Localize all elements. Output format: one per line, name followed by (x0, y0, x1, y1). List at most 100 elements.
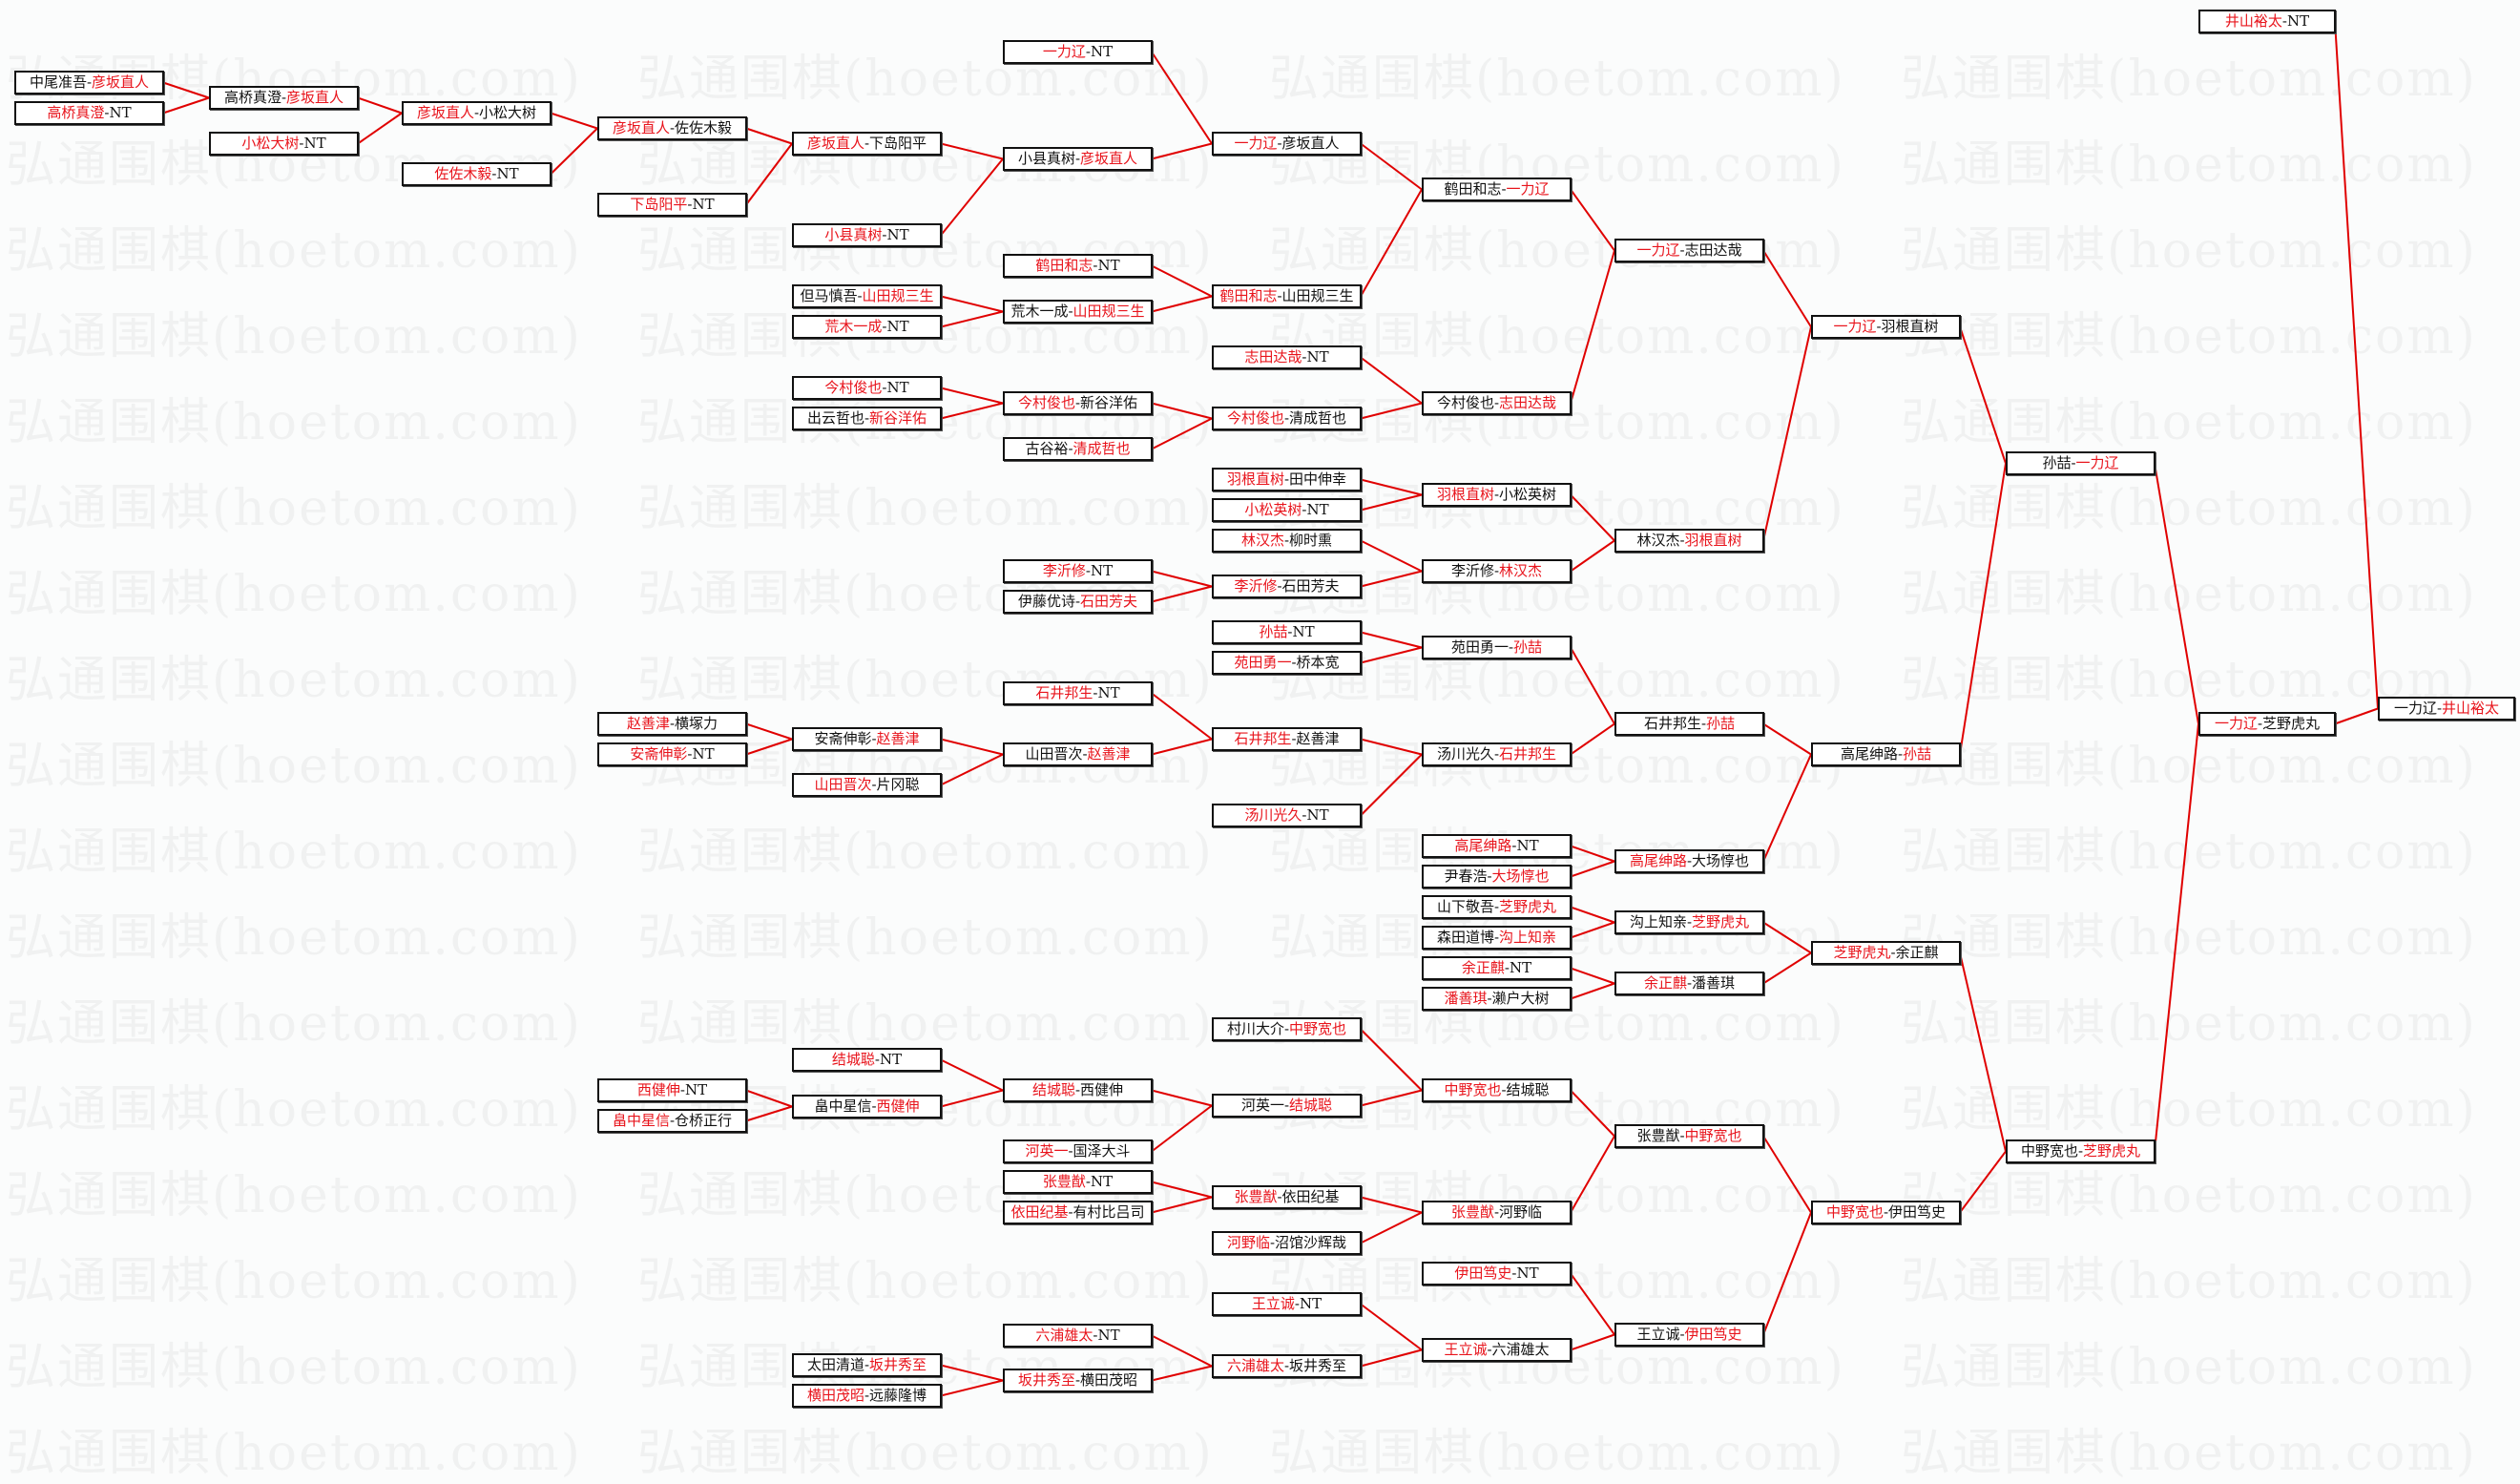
bracket-connector (1151, 142, 1213, 160)
player-b: 西健伸 (1080, 1081, 1124, 1098)
match-box: 佐佐木毅-NT (402, 162, 552, 186)
player-a: 伊藤优诗 (1017, 593, 1075, 610)
bracket-connector (1762, 722, 1812, 756)
match-box: 森田道博-沟上知亲 (1422, 926, 1572, 950)
match-box: 王立诚-六浦雄太 (1422, 1338, 1572, 1362)
bracket-connector (1360, 478, 1423, 496)
separator: - (1493, 898, 1500, 915)
separator: - (2257, 715, 2263, 732)
player-a-winner: 高桥真澄 (47, 104, 105, 121)
match-box: 畠中星信-西健伸 (792, 1095, 942, 1118)
player-b: 坂井秀至 (1289, 1357, 1347, 1374)
bracket-connector (745, 142, 793, 206)
player-a-winner: 李沂修 (1042, 562, 1086, 579)
separator: - (871, 1097, 877, 1115)
match-box: 中野宽也-结城聪 (1422, 1078, 1572, 1102)
player-a-winner: 今村俊也 (824, 379, 883, 396)
bracket-connector (940, 310, 1004, 328)
separator: - (1287, 623, 1293, 640)
bracket-connector (940, 738, 1004, 756)
separator: - (1085, 43, 1091, 60)
separator: - (1504, 959, 1510, 976)
player-b: NT (886, 226, 909, 243)
match-box: 羽根直树-小松英树 (1422, 483, 1572, 507)
player-b: NT (886, 379, 909, 396)
player-b-winner: 林汉杰 (1499, 562, 1543, 579)
player-a: 张豊猷 (1636, 1127, 1680, 1144)
separator: - (299, 135, 304, 152)
player-b: 清成哲也 (1289, 409, 1347, 427)
match-box: 一力辽-羽根直树 (1811, 315, 1961, 339)
separator: - (1283, 1357, 1290, 1374)
match-box: 村川大介-中野宽也 (1212, 1017, 1362, 1041)
player-a-winner: 结城聪 (1031, 1081, 1075, 1098)
player-b: 羽根直树 (1881, 318, 1939, 335)
player-b: NT (684, 1081, 708, 1098)
separator: - (1074, 1371, 1081, 1389)
player-a-winner: 林汉杰 (1240, 532, 1284, 549)
player-a-winner: 芝野虎丸 (1833, 944, 1891, 961)
separator: - (2436, 700, 2443, 717)
separator: - (1686, 852, 1693, 869)
player-a-winner: 高尾绅路 (1454, 837, 1512, 854)
separator: - (1493, 745, 1500, 763)
separator: - (1283, 1097, 1290, 1114)
player-a-winner: 安斋伸彰 (630, 745, 688, 763)
bracket-connector (1570, 921, 1615, 939)
player-b: 彦坂直人 (1281, 135, 1340, 152)
separator: - (1501, 1081, 1507, 1098)
match-box: 依田纪基-有村比吕司 (1003, 1201, 1153, 1224)
separator: - (1283, 409, 1290, 427)
player-b: 依田纪基 (1281, 1188, 1340, 1205)
separator: - (669, 715, 676, 732)
player-b: NT (1516, 837, 1539, 854)
match-box: 高尾绅路-大场惇也 (1614, 849, 1764, 873)
bracket-connector (1151, 692, 1213, 741)
match-box: 荒木一成-NT (792, 315, 942, 339)
player-b: 下岛阳平 (869, 135, 927, 152)
match-box: 畠中星信-仓桥正行 (597, 1109, 747, 1133)
player-a-winner: 小县真树 (824, 226, 883, 243)
bracket-connector (1570, 1136, 1615, 1213)
player-b-winner: 芝野虎丸 (1692, 913, 1750, 930)
player-b: 大场惇也 (1692, 852, 1750, 869)
bracket-connector (1151, 1089, 1213, 1107)
player-b: NT (109, 104, 132, 121)
match-box: 一力辽-芝野虎丸 (2198, 712, 2336, 736)
bracket-connector (1151, 402, 1213, 420)
match-box: 孙喆-NT (1212, 620, 1362, 644)
separator: - (1493, 1203, 1500, 1221)
bracket-connector (550, 112, 598, 130)
player-b-winner: 坂井秀至 (869, 1356, 927, 1373)
separator: - (669, 119, 676, 136)
player-b: 濑户大树 (1491, 990, 1550, 1007)
bracket-connector (1360, 142, 1423, 191)
player-a-winner: 王立诚 (1251, 1295, 1295, 1312)
bracket-connector (1360, 570, 1423, 588)
match-box: 西健伸-NT (597, 1078, 747, 1102)
separator: - (1277, 287, 1282, 304)
separator: - (871, 776, 877, 793)
match-box: 小县真树-彦坂直人 (1003, 147, 1153, 171)
separator: - (1302, 806, 1307, 824)
player-a: 今村俊也 (1436, 394, 1494, 411)
player-b-winner: 石田芳夫 (1080, 593, 1138, 610)
bracket-connector (1959, 326, 2007, 464)
match-box: 赵善津-横塚力 (597, 712, 747, 736)
player-a-winner: 石井邦生 (1234, 730, 1292, 747)
bracket-connector (2334, 21, 2379, 709)
bracket-connector (1570, 1089, 1615, 1138)
player-a-winner: 荒木一成 (824, 318, 883, 335)
player-a-winner: 中野宽也 (1825, 1203, 1884, 1221)
match-box: 六浦雄太-坂井秀至 (1212, 1354, 1362, 1378)
match-box: 鹤田和志-NT (1003, 254, 1153, 278)
match-box: 沟上知亲-芝野虎丸 (1614, 910, 1764, 934)
player-a: 村川大介 (1226, 1020, 1284, 1037)
player-a: 小县真树 (1017, 150, 1075, 167)
player-b: 结城聪 (1506, 1081, 1550, 1098)
match-box: 高尾绅路-孙喆 (1811, 742, 1961, 766)
player-a-winner: 王立诚 (1444, 1341, 1488, 1358)
match-box: 一力辽-彦坂直人 (1212, 132, 1362, 156)
player-a-winner: 横田茂昭 (806, 1387, 864, 1404)
bracket-connector (2334, 707, 2379, 725)
